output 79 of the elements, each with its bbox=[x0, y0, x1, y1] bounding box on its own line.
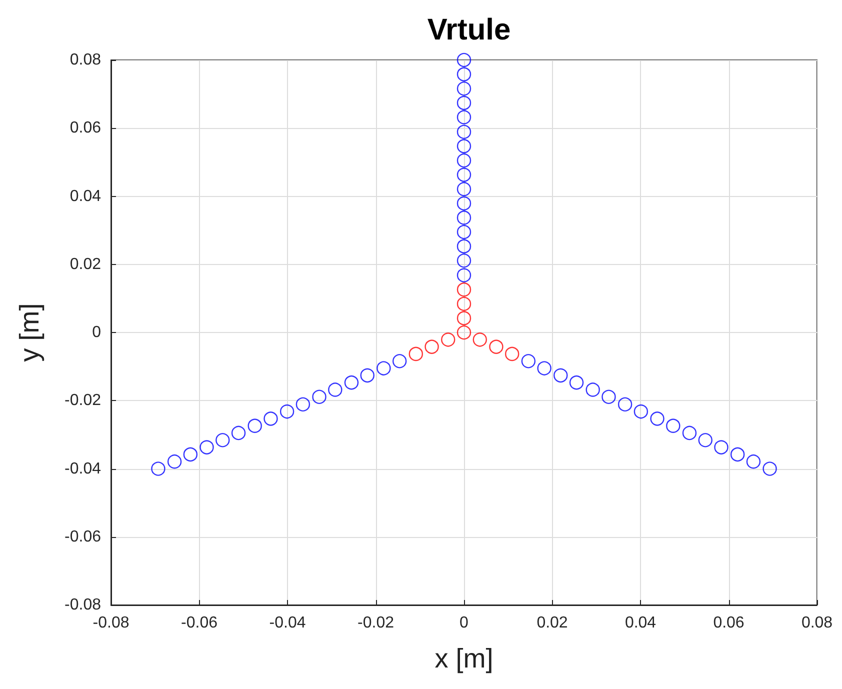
y-tick-label: -0.04 bbox=[64, 460, 102, 478]
point bbox=[666, 418, 680, 433]
point bbox=[521, 354, 536, 368]
y-tick-label: 0 bbox=[92, 324, 102, 341]
point bbox=[456, 311, 472, 326]
point bbox=[456, 110, 472, 124]
point bbox=[489, 340, 504, 354]
point bbox=[183, 447, 198, 462]
point bbox=[505, 346, 520, 362]
y-tick-label: 0.06 bbox=[70, 120, 102, 137]
y-tick-label: 0.04 bbox=[70, 188, 102, 205]
point bbox=[248, 418, 262, 433]
point bbox=[441, 332, 456, 347]
point bbox=[456, 52, 472, 68]
point bbox=[456, 296, 472, 311]
point bbox=[328, 382, 342, 397]
x-tick-label: 0.04 bbox=[624, 614, 656, 632]
point bbox=[231, 426, 246, 440]
point bbox=[618, 397, 632, 412]
point bbox=[264, 412, 278, 426]
point bbox=[586, 382, 600, 397]
chart-title: Vrtule bbox=[427, 14, 511, 46]
point bbox=[200, 440, 214, 454]
point bbox=[554, 368, 568, 383]
point bbox=[344, 375, 359, 390]
point bbox=[167, 454, 182, 469]
y-axis-title: y [m] bbox=[14, 303, 44, 362]
point bbox=[376, 361, 391, 376]
point bbox=[472, 332, 487, 347]
point bbox=[537, 361, 552, 376]
point bbox=[456, 282, 472, 297]
point bbox=[456, 325, 472, 340]
point bbox=[360, 368, 374, 383]
x-tick-label: 0 bbox=[460, 614, 469, 632]
point bbox=[312, 390, 326, 404]
point bbox=[569, 375, 584, 390]
point bbox=[602, 390, 616, 404]
x-tick-label: -0.02 bbox=[358, 614, 394, 632]
point bbox=[456, 268, 472, 282]
x-tick-label: 0.08 bbox=[801, 614, 833, 632]
point bbox=[456, 254, 472, 268]
y-tick-label: -0.06 bbox=[64, 528, 102, 546]
x-tick-label: -0.08 bbox=[92, 614, 130, 632]
point bbox=[456, 168, 472, 182]
point bbox=[698, 433, 712, 448]
x-tick-label: -0.06 bbox=[181, 614, 218, 632]
point bbox=[682, 426, 697, 440]
point bbox=[456, 210, 472, 225]
x-tick-label: 0.06 bbox=[713, 614, 744, 632]
point bbox=[424, 340, 439, 354]
point bbox=[650, 412, 664, 426]
x-axis-title: x [m] bbox=[434, 644, 494, 674]
y-tick-label: -0.08 bbox=[64, 596, 102, 614]
point bbox=[392, 354, 407, 368]
point bbox=[634, 404, 648, 419]
point bbox=[456, 153, 472, 168]
point bbox=[714, 440, 728, 454]
point bbox=[456, 196, 472, 210]
point bbox=[762, 462, 777, 476]
point bbox=[456, 96, 472, 110]
point bbox=[216, 433, 230, 448]
point bbox=[456, 182, 472, 196]
point bbox=[296, 397, 310, 412]
point bbox=[730, 447, 745, 462]
point bbox=[151, 462, 166, 476]
point bbox=[456, 239, 472, 254]
x-tick-label: -0.04 bbox=[269, 614, 306, 632]
x-tick-label: 0.02 bbox=[536, 614, 568, 632]
point bbox=[456, 124, 472, 139]
y-tick-label: 0.08 bbox=[70, 52, 102, 68]
point bbox=[456, 82, 472, 96]
point bbox=[456, 224, 472, 240]
point bbox=[456, 139, 472, 154]
point bbox=[456, 67, 472, 82]
y-tick-label: -0.02 bbox=[64, 392, 102, 410]
point bbox=[408, 346, 424, 362]
point bbox=[280, 404, 294, 419]
y-tick-label: 0.02 bbox=[70, 256, 102, 273]
point bbox=[746, 454, 761, 469]
